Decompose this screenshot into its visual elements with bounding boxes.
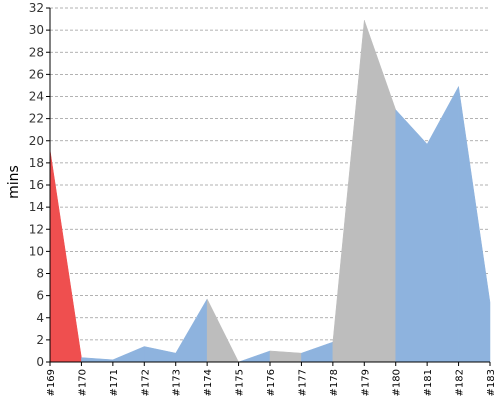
x-tick-label: #169 bbox=[46, 369, 57, 396]
y-tick-label: 14 bbox=[29, 200, 44, 214]
x-tick-labels: #169 #170 #171 #172 #173 #174 #175 #176 #177 #178… bbox=[46, 362, 497, 396]
y-tick-label: 24 bbox=[29, 90, 44, 104]
area-segment-180 bbox=[364, 20, 396, 363]
area-segment-172 bbox=[112, 346, 145, 363]
y-tick-label: 20 bbox=[29, 134, 44, 148]
x-tick-label: #176 bbox=[266, 369, 277, 396]
x-tick-label: #182 bbox=[455, 369, 466, 396]
area-segment-174 bbox=[175, 298, 208, 363]
x-tick-label: #180 bbox=[392, 369, 403, 396]
y-tick-label: 10 bbox=[29, 244, 44, 258]
y-tick-label: 4 bbox=[36, 311, 44, 325]
area-series bbox=[49, 20, 491, 363]
area-segment-179 bbox=[332, 20, 365, 363]
area-segment-175 bbox=[206, 298, 239, 363]
y-tick-label: 28 bbox=[29, 45, 44, 59]
y-tick-label: 0 bbox=[36, 355, 44, 369]
x-tick-label: #171 bbox=[109, 369, 120, 396]
area-segment-177 bbox=[269, 350, 302, 363]
x-tick-label: #174 bbox=[203, 369, 214, 396]
y-tick-label: 6 bbox=[36, 289, 44, 303]
y-axis-label: mins bbox=[6, 165, 22, 199]
y-tick-label: 22 bbox=[29, 112, 44, 126]
y-tick-label: 2 bbox=[36, 333, 44, 347]
y-tick-label: 16 bbox=[29, 178, 44, 192]
x-tick-label: #173 bbox=[172, 369, 183, 396]
area-segment-176 bbox=[238, 350, 271, 363]
area-segment-178 bbox=[301, 341, 334, 363]
x-tick-label: #170 bbox=[77, 369, 88, 396]
y-tick-label: 12 bbox=[29, 222, 44, 236]
y-tick-label: 26 bbox=[29, 67, 44, 81]
y-tick-label: 8 bbox=[36, 267, 44, 281]
area-segment-173 bbox=[144, 346, 176, 363]
area-segment-181 bbox=[395, 109, 428, 363]
y-tick-label: 18 bbox=[29, 156, 44, 170]
area-segment-183 bbox=[458, 86, 491, 363]
y-tick-label: 32 bbox=[29, 1, 44, 15]
x-tick-label: #177 bbox=[297, 369, 308, 396]
area-segment-182 bbox=[426, 86, 459, 363]
x-tick-label: #183 bbox=[486, 369, 497, 396]
x-tick-label: #179 bbox=[360, 369, 371, 396]
x-tick-label: #178 bbox=[329, 369, 340, 396]
x-tick-label: #175 bbox=[235, 369, 246, 396]
y-tick-label: 30 bbox=[29, 23, 44, 37]
area-segment-170 bbox=[49, 149, 82, 363]
x-tick-label: #172 bbox=[140, 369, 151, 396]
area-segment-171 bbox=[81, 357, 114, 363]
x-tick-label: #181 bbox=[423, 369, 434, 396]
